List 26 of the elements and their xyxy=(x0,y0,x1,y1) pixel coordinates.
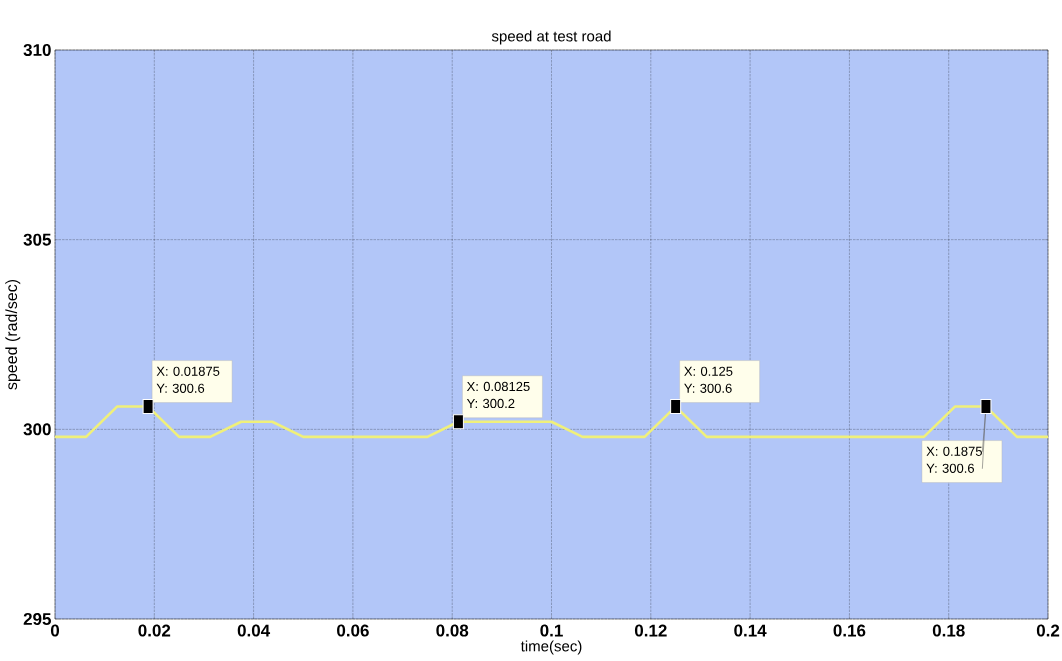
x-tick-label: 0.12 xyxy=(634,624,667,637)
y-tick-label: 310 xyxy=(23,43,51,57)
x-tick-label: 0.1 xyxy=(540,624,563,637)
x-tick-label: 0.16 xyxy=(833,624,866,637)
x-tick-label: 0.2 xyxy=(1036,624,1060,637)
annotation: X: 0.125 xyxy=(684,366,733,376)
x-axis-title: time(sec) xyxy=(520,640,582,655)
x-tick-label: 0.14 xyxy=(734,624,767,637)
y-axis-title: speed (rad/sec) xyxy=(5,279,21,390)
x-tick-label: 0 xyxy=(50,624,60,637)
annotation: Y: 300.6 xyxy=(684,383,732,393)
annotation: Y: 300.6 xyxy=(156,383,205,393)
annotation: X: 0.1875 xyxy=(926,446,982,456)
x-tick-label: 0.06 xyxy=(337,624,369,637)
annotation: X: 0.01875 xyxy=(156,366,220,376)
y-tick-label: 295 xyxy=(23,612,51,626)
chart-title: speed at test road xyxy=(491,30,611,45)
annotation: X: 0.08125 xyxy=(466,381,530,392)
x-tick-label: 0.08 xyxy=(436,624,469,637)
y-tick-label: 300 xyxy=(23,423,51,436)
annotation: Y: 300.2 xyxy=(466,398,515,409)
x-tick-label: 0.04 xyxy=(237,624,271,637)
annotation: Y: 300.6 xyxy=(926,463,975,473)
x-tick-label: 0.02 xyxy=(138,624,171,637)
y-tick-label: 305 xyxy=(23,233,51,246)
x-tick-label: 0.18 xyxy=(932,624,965,637)
